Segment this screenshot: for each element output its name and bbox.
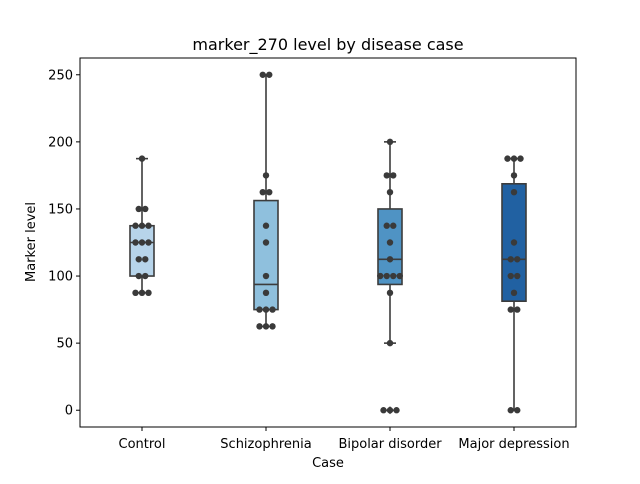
data-point	[380, 407, 387, 414]
data-point	[386, 339, 394, 347]
data-point	[256, 323, 263, 330]
data-point	[377, 272, 384, 280]
data-point	[386, 188, 394, 196]
data-point	[145, 289, 152, 297]
data-point	[138, 239, 146, 246]
data-point	[269, 306, 276, 313]
box	[377, 208, 403, 286]
data-point	[514, 256, 521, 263]
data-point	[507, 306, 514, 313]
data-point	[138, 222, 146, 229]
data-point	[132, 222, 139, 229]
data-point	[386, 289, 394, 297]
x-tick-label: Major depression	[458, 437, 569, 452]
plot-area: 0 50 100 150 200 250 Control Schizophrenia Bipol…	[48, 68, 569, 452]
data-point	[386, 407, 394, 414]
y-tick-label: 0	[65, 404, 73, 419]
data-point	[507, 256, 514, 263]
data-point	[145, 222, 152, 229]
data-point	[142, 205, 149, 213]
data-point	[517, 155, 524, 162]
data-point	[514, 306, 521, 313]
data-point	[396, 272, 403, 280]
data-point	[390, 272, 397, 280]
data-point	[269, 323, 276, 330]
data-point	[259, 188, 266, 196]
data-point	[514, 407, 521, 414]
data-point	[514, 272, 521, 280]
data-point	[386, 256, 394, 263]
data-point	[510, 155, 518, 162]
data-point	[510, 289, 518, 297]
data-point	[507, 272, 514, 280]
data-point	[142, 256, 149, 263]
data-point	[262, 323, 270, 330]
data-point	[259, 71, 266, 78]
data-point	[266, 188, 273, 196]
data-point	[510, 239, 518, 246]
data-point	[135, 272, 142, 280]
data-point	[386, 239, 394, 246]
axes-frame	[79, 57, 577, 428]
data-point	[507, 407, 514, 414]
data-point	[135, 256, 142, 263]
data-point	[510, 188, 518, 196]
data-point	[256, 306, 263, 313]
data-point	[386, 138, 394, 146]
box	[129, 224, 155, 277]
data-point	[390, 222, 397, 229]
y-tick-label: 100	[48, 270, 73, 285]
data-point	[390, 172, 397, 179]
data-point	[393, 407, 400, 414]
data-point	[262, 272, 270, 280]
data-point	[138, 289, 146, 297]
data-point	[262, 222, 270, 229]
x-tick-label: Control	[119, 437, 166, 452]
y-axis-label: Marker level	[24, 202, 39, 282]
data-point	[262, 172, 270, 179]
x-tick-label: Schizophrenia	[220, 437, 311, 452]
data-point	[262, 239, 270, 246]
data-point	[132, 239, 139, 246]
data-point	[138, 155, 146, 162]
data-point	[142, 272, 149, 280]
chart-title: marker_270 level by disease case	[192, 35, 463, 55]
y-tick-label: 250	[48, 68, 73, 83]
x-axis-label: Case	[312, 456, 344, 471]
data-point	[262, 289, 270, 297]
y-tick-label: 50	[56, 337, 73, 352]
data-point	[132, 289, 139, 297]
data-point	[383, 272, 390, 280]
data-point	[383, 222, 390, 229]
data-point	[262, 306, 270, 313]
y-tick-label: 150	[48, 202, 73, 217]
data-point	[145, 239, 152, 246]
data-point	[504, 155, 511, 162]
data-point	[383, 172, 390, 179]
x-tick-label: Bipolar disorder	[338, 437, 442, 452]
data-point	[135, 205, 142, 213]
data-point	[266, 71, 273, 78]
y-tick-label: 200	[48, 135, 73, 150]
data-point	[510, 172, 518, 179]
